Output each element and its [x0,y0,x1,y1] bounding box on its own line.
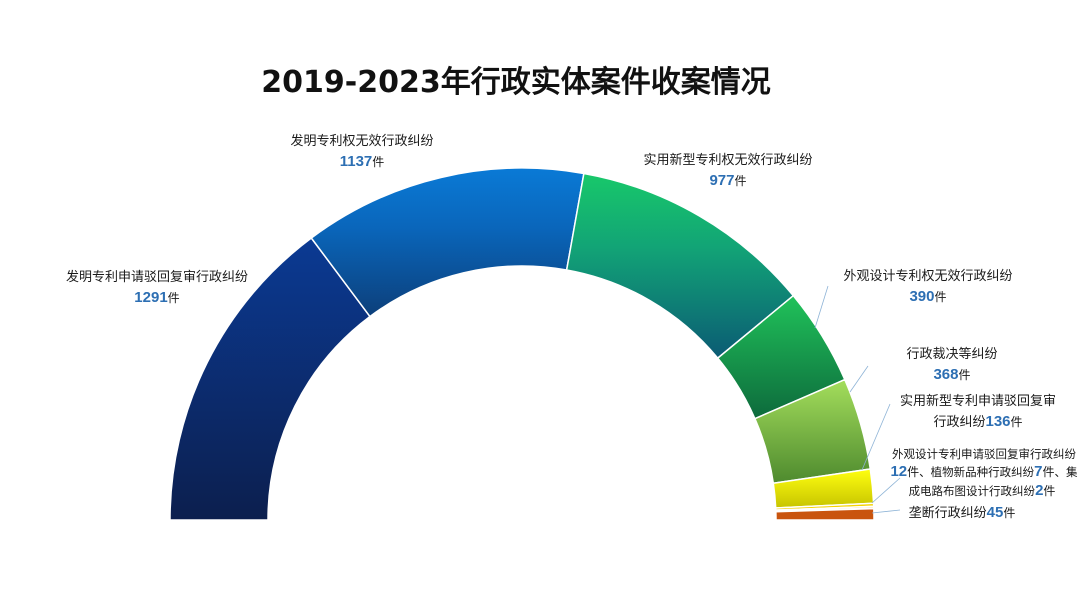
label-value: 1137件 [340,153,385,170]
label-invention-reexam: 发明专利申请驳回复审行政纠纷 1291件 [66,269,248,306]
label-combined-line3: 成电路布图设计行政纠纷2件 [909,482,1056,499]
value-number: 1137 [340,153,373,170]
label-plant-name: 植物新品种行政纠纷 [931,465,1035,479]
donut-segments [169,167,875,521]
value-plant: 7 [1034,463,1042,480]
label-name: 实用新型专利权无效行政纠纷 [643,152,812,168]
label-name-part: 行政纠纷 [933,415,985,430]
label-design-reexam-name: 外观设计专利申请驳回复审行政纠纷 [892,447,1076,461]
value-ic: 2 [1035,482,1043,499]
value-unit: 件 [1043,484,1055,498]
label-antitrust-line: 垄断行政纠纷45件 [909,504,1016,521]
leader-line-utility-reexam [861,403,891,471]
leader-line-ruling [849,365,869,393]
value-unit: 件 [1011,415,1023,429]
label-invention-invalid: 发明专利权无效行政纠纷 1137件 [290,133,433,170]
label-name: 行政裁决等纠纷 [906,346,997,362]
label-antitrust: 垄断行政纠纷45件 [909,504,1016,521]
label-combined-small: 外观设计专利申请驳回复审行政纠纷 12件、植物新品种行政纠纷7件、集 成电路布图… [890,447,1078,499]
label-name: 外观设计专利权无效行政纠纷 [843,268,1012,284]
leader-line-antitrust [871,509,901,514]
label-ic-prefix: 集 [1066,465,1078,479]
leader-line-design-invalid [814,285,829,329]
label-utility-reexam: 实用新型专利申请驳回复审 行政纠纷136件 [900,393,1056,430]
separator: 、 [1055,465,1067,479]
value-number: 390 [909,288,934,305]
label-value: 977件 [709,172,746,189]
label-name: 发明专利申请驳回复审行政纠纷 [66,269,248,285]
label-name: 发明专利权无效行政纠纷 [290,133,433,149]
separator: 、 [919,465,931,479]
value-design-reexam: 12 [890,463,907,480]
label-value: 368件 [933,366,970,383]
label-name-line1: 实用新型专利申请驳回复审 [900,393,1056,409]
leader-lines [814,285,901,514]
label-utility-invalid: 实用新型专利权无效行政纠纷 977件 [643,152,812,189]
value-unit: 件 [1003,506,1015,520]
value-unit: 件 [168,291,180,305]
label-value: 1291件 [134,289,179,306]
value-unit: 件 [1043,465,1055,479]
value-unit: 件 [935,290,947,304]
label-name-line2: 行政纠纷136件 [933,413,1022,430]
label-name: 垄断行政纠纷 [909,506,987,521]
value-number: 45 [987,504,1004,521]
value-number: 368 [933,366,958,383]
value-unit: 件 [735,174,747,188]
value-unit: 件 [959,368,971,382]
leader-line-combined [871,477,901,504]
label-value: 390件 [909,288,946,305]
label-ic-rest: 成电路布图设计行政纠纷 [909,484,1036,498]
chart-title: 2019-2023年行政实体案件收案情况 [261,65,770,100]
value-number: 1291 [134,289,167,306]
label-design-invalid: 外观设计专利权无效行政纠纷 390件 [843,268,1012,305]
value-unit: 件 [907,465,919,479]
label-admin-ruling: 行政裁决等纠纷 368件 [906,346,997,383]
value-number: 977 [709,172,734,189]
label-combined-line2: 12件、植物新品种行政纠纷7件、集 [890,463,1078,480]
value-unit: 件 [372,155,384,169]
value-number: 136 [985,413,1010,430]
